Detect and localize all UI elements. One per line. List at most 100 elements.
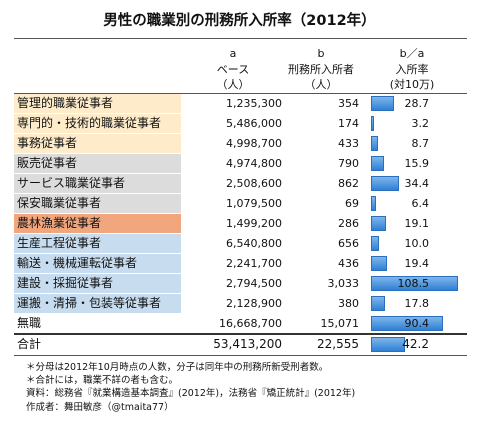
category-label: 運搬・清掃・包装等従事者 [14, 294, 181, 313]
table-row: 農林漁業従事者 1,499,200 286 19.1 [14, 214, 467, 234]
header-letter: b／a [399, 47, 425, 60]
footnote-source: 資料：総務省『就業構造基本調査』(2012年)，法務省『矯正統計』(2012年) [26, 388, 356, 400]
header-label: ベース [216, 62, 250, 76]
footnote-total: ＊合計には，職業不詳の者も含む。 [26, 375, 179, 387]
rate-bar [371, 156, 384, 171]
base-value: 2,128,900 [226, 297, 282, 310]
rate-value: 15.9 [404, 157, 430, 170]
rate-bar [371, 276, 458, 291]
rate-value: 6.4 [411, 197, 430, 210]
table-row: 生産工程従事者 6,540,800 656 10.0 [14, 234, 467, 254]
base-value: 4,998,700 [226, 137, 282, 150]
rate-bar [371, 176, 399, 191]
total-row: 合計 53,413,200 22,555 42.2 [14, 335, 467, 355]
base-value: 1,079,500 [226, 197, 282, 210]
table-row: 販売従事者 4,974,800 790 15.9 [14, 154, 467, 174]
rate-value: 34.4 [404, 177, 430, 190]
table-row: 無職 16,668,700 15,071 90.4 [14, 314, 467, 334]
header-letter: a [229, 47, 237, 60]
category-label: 事務従事者 [14, 134, 181, 153]
inmates-value: 656 [338, 237, 359, 250]
rate-value: 108.5 [397, 277, 430, 290]
total-label: 合計 [17, 337, 42, 351]
total-top-rule [14, 333, 467, 335]
inmates-value: 380 [338, 297, 359, 310]
table-row: 専門的・技術的職業従事者 5,486,000 174 3.2 [14, 114, 467, 134]
base-value: 16,668,700 [219, 317, 282, 330]
rate-bar [371, 316, 444, 331]
rate-bar [371, 196, 377, 211]
rate-bar [371, 136, 378, 151]
base-value: 2,241,700 [226, 257, 282, 270]
inmates-value: 862 [338, 177, 359, 190]
column-header-rate: b／a 入所率 (対10万) [372, 46, 452, 93]
category-label: 生産工程従事者 [14, 234, 181, 253]
rate-value: 10.0 [404, 237, 430, 250]
column-header-base: a ベース （人） [184, 46, 282, 93]
inmates-value: 174 [338, 117, 359, 130]
total-base: 53,413,200 [213, 337, 282, 351]
table-row: サービス職業従事者 2,508,600 862 34.4 [14, 174, 467, 194]
rate-value: 17.8 [404, 297, 430, 310]
inmates-value: 436 [338, 257, 359, 270]
table-row: 管理的職業従事者 1,235,300 354 28.7 [14, 94, 467, 114]
total-rate: 42.2 [402, 337, 429, 351]
base-value: 6,540,800 [226, 237, 282, 250]
rate-value: 28.7 [404, 97, 430, 110]
category-label: 農林漁業従事者 [14, 214, 181, 233]
rate-bar [371, 96, 394, 111]
footnote-denominator: ＊分母は2012年10月時点の人数，分子は同年中の刑務所新受刑者数。 [26, 362, 329, 373]
rate-bar [371, 236, 380, 251]
header-unit: (対10万) [389, 78, 435, 91]
category-label: 販売従事者 [14, 154, 181, 173]
inmates-value: 69 [345, 197, 359, 210]
rate-bar [371, 116, 374, 131]
inmates-value: 354 [338, 97, 359, 110]
rate-value: 8.7 [411, 137, 430, 150]
category-label: 輸送・機械運転従事者 [14, 254, 181, 273]
table-row: 輸送・機械運転従事者 2,241,700 436 19.4 [14, 254, 467, 274]
header-top-rule [14, 38, 467, 39]
base-value: 1,235,300 [226, 97, 282, 110]
rate-value: 19.1 [404, 217, 430, 230]
inmates-value: 790 [338, 157, 359, 170]
rate-value: 19.4 [404, 257, 430, 270]
category-label: サービス職業従事者 [14, 174, 181, 193]
table-bottom-rule [14, 355, 467, 356]
table-row: 保安職業従事者 1,079,500 69 6.4 [14, 194, 467, 214]
header-label: 刑務所入所者 [288, 62, 354, 76]
header-letter: b [317, 47, 325, 60]
rate-bar [371, 256, 387, 271]
footnotes: ＊分母は2012年10月時点の人数，分子は同年中の刑務所新受刑者数。 ＊合計には… [26, 361, 355, 414]
rate-value: 3.2 [411, 117, 430, 130]
chart-title: 男性の職業別の刑務所入所率（2012年） [103, 13, 376, 29]
total-rate-bar [371, 337, 405, 352]
column-header-inmates: b 刑務所入所者 （人） [276, 46, 366, 93]
header-label: 入所率 [395, 62, 429, 76]
rate-bar [371, 296, 386, 311]
header-unit: （人） [304, 78, 338, 91]
inmates-value: 433 [338, 137, 359, 150]
category-label: 無職 [17, 316, 42, 330]
base-value: 1,499,200 [226, 217, 282, 230]
category-label: 管理的職業従事者 [14, 94, 181, 113]
category-label: 保安職業従事者 [14, 194, 181, 213]
base-value: 2,794,500 [226, 277, 282, 290]
footnote-author: 作成者：舞田敏彦（@tmaita77） [26, 401, 174, 413]
table-row: 運搬・清掃・包装等従事者 2,128,900 380 17.8 [14, 294, 467, 314]
rate-bar [371, 216, 387, 231]
category-label: 建設・採掘従事者 [14, 274, 181, 293]
rate-value: 90.4 [404, 317, 430, 330]
inmates-value: 15,071 [320, 317, 360, 330]
base-value: 5,486,000 [226, 117, 282, 130]
base-value: 2,508,600 [226, 177, 282, 190]
inmates-value: 3,033 [327, 277, 360, 290]
table-row: 建設・採掘従事者 2,794,500 3,033 108.5 [14, 274, 467, 294]
category-label: 専門的・技術的職業従事者 [14, 114, 181, 133]
total-inmates: 22,555 [317, 337, 359, 351]
inmates-value: 286 [338, 217, 359, 230]
header-unit: （人） [216, 78, 250, 91]
table-row: 事務従事者 4,998,700 433 8.7 [14, 134, 467, 154]
base-value: 4,974,800 [226, 157, 282, 170]
header-bottom-rule [14, 93, 467, 94]
